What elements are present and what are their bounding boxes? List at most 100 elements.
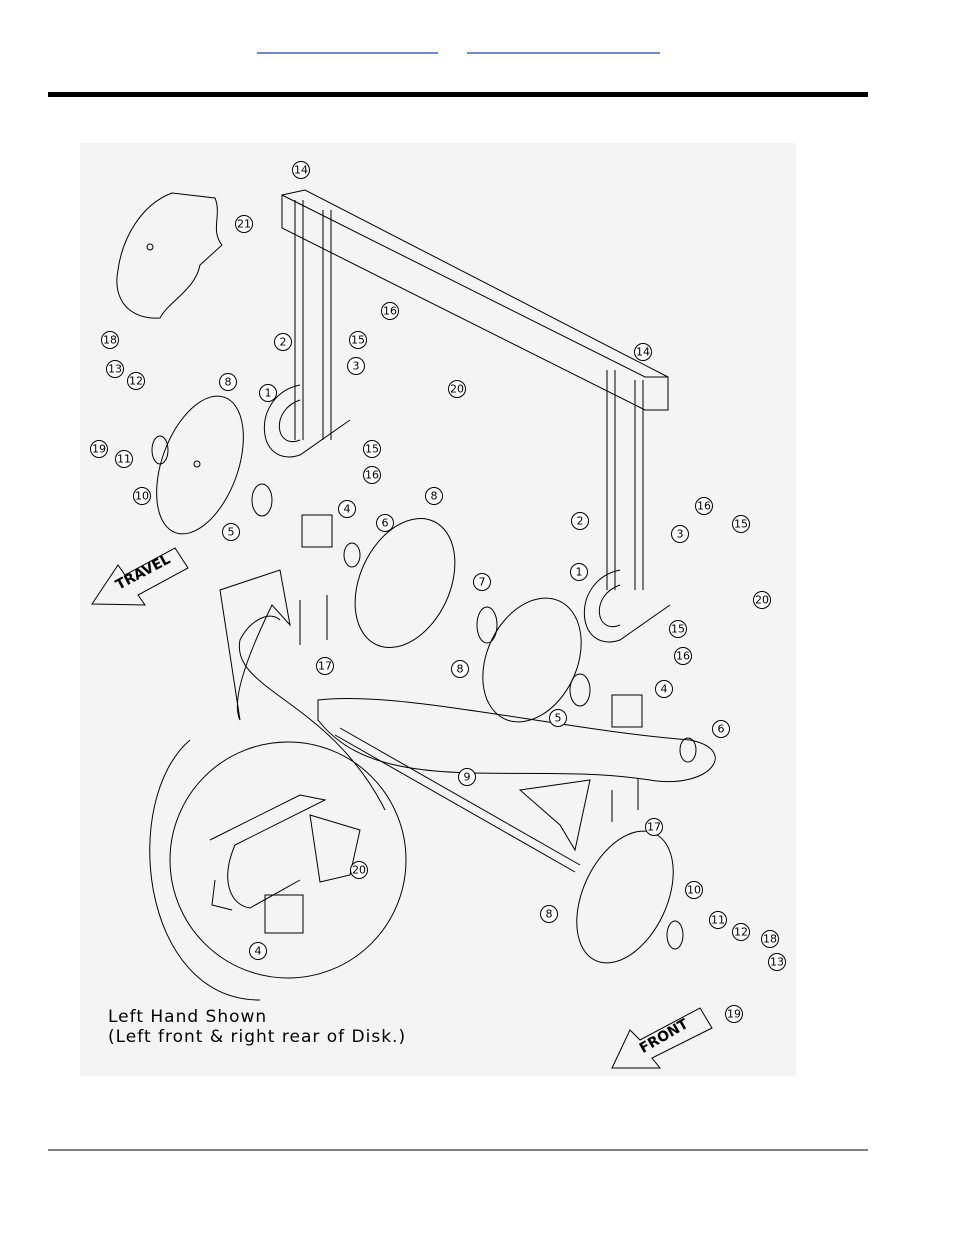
callout-number: 7: [479, 576, 486, 589]
callout-circle: [90, 440, 108, 458]
callout-circle: [549, 709, 567, 727]
callout-number: 19: [727, 1008, 741, 1021]
callout-circle: [732, 923, 750, 941]
callout-number: 17: [647, 821, 661, 834]
callout-number: 18: [763, 933, 777, 946]
callout-number: 1: [265, 387, 272, 400]
callout-number: 13: [108, 363, 122, 376]
callout-number: 3: [677, 528, 684, 541]
callout-circle: [349, 331, 367, 349]
callout-circle: [292, 161, 310, 179]
callout-number: 2: [577, 515, 584, 528]
callout-circle: [709, 911, 727, 929]
callout-circle: [363, 440, 381, 458]
callout-circle: [259, 384, 277, 402]
callout-number: 16: [383, 305, 397, 318]
callout-number: 12: [129, 375, 143, 388]
callout-number: 19: [92, 443, 106, 456]
callout-number: 20: [755, 594, 769, 607]
callout-number: 20: [352, 864, 366, 877]
callout-number: 5: [555, 712, 562, 725]
note-line: Left Hand Shown: [108, 1007, 267, 1027]
callout-circle: [274, 333, 292, 351]
callout-circle: [674, 647, 692, 665]
callout-number: 8: [225, 376, 232, 389]
callout-circle: [655, 680, 673, 698]
callout-circle: [115, 450, 133, 468]
callout-number: 18: [103, 334, 117, 347]
callout-circle: [571, 512, 589, 530]
callout-number: 9: [464, 771, 471, 784]
callout-circle: [133, 487, 151, 505]
callout-number: 4: [661, 683, 668, 696]
callout-number: 11: [711, 914, 725, 927]
callout-circle: [101, 331, 119, 349]
callout-number: 4: [255, 945, 262, 958]
callout-circle: [645, 818, 663, 836]
callout-number: 6: [382, 517, 389, 530]
callout-number: 1: [576, 566, 583, 579]
callout-circle: [222, 523, 240, 541]
callout-circle: [669, 620, 687, 638]
callout-number: 14: [294, 164, 308, 177]
callout-number: 3: [353, 360, 360, 373]
callout-number: 20: [450, 383, 464, 396]
callout-number: 14: [636, 346, 650, 359]
callout-number: 13: [770, 956, 784, 969]
callout-number: 10: [135, 490, 149, 503]
callout-circle: [127, 372, 145, 390]
note-line: (Left front & right rear of Disk.): [108, 1027, 406, 1047]
callout-circle: [712, 720, 730, 738]
callout-circle: [363, 466, 381, 484]
callout-number: 15: [365, 443, 379, 456]
callout-circle: [540, 905, 558, 923]
callout-circle: [219, 373, 237, 391]
callout-number: 16: [676, 650, 690, 663]
callout-circle: [570, 563, 588, 581]
callout-circle: [695, 497, 713, 515]
callout-number: 12: [734, 926, 748, 939]
callout-number: 8: [457, 663, 464, 676]
callout-circle: [350, 861, 368, 879]
callout-circle: [338, 500, 356, 518]
callout-number: 15: [671, 623, 685, 636]
callout-circle: [316, 657, 334, 675]
callout-circle: [249, 942, 267, 960]
callout-number: 10: [687, 884, 701, 897]
callout-circle: [768, 953, 786, 971]
callout-circle: [753, 591, 771, 609]
callout-circle: [381, 302, 399, 320]
callout-circle: [451, 660, 469, 678]
callout-circle: [685, 881, 703, 899]
callout-circle: [425, 487, 443, 505]
callout-number: 6: [718, 723, 725, 736]
callout-circle: [671, 525, 689, 543]
callout-number: 16: [365, 469, 379, 482]
header-rule: [48, 92, 868, 97]
callout-circle: [448, 380, 466, 398]
callout-number: 15: [734, 518, 748, 531]
callout-circle: [347, 357, 365, 375]
callout-number: 4: [344, 503, 351, 516]
callout-number: 16: [697, 500, 711, 513]
callout-circle: [106, 360, 124, 378]
callout-circle: [761, 930, 779, 948]
callout-circle: [634, 343, 652, 361]
drawing-area: [80, 143, 796, 1076]
callout-circle: [732, 515, 750, 533]
callout-circle: [376, 514, 394, 532]
callout-number: 5: [228, 526, 235, 539]
callout-number: 21: [237, 218, 251, 231]
callout-circle: [235, 215, 253, 233]
callout-number: 8: [431, 490, 438, 503]
callout-number: 17: [318, 660, 332, 673]
parts-drawing: [91, 189, 716, 1069]
callout-circle: [458, 768, 476, 786]
callout-circle: [725, 1005, 743, 1023]
callout-number: 2: [280, 336, 287, 349]
callout-circle: [473, 573, 491, 591]
callout-number: 11: [117, 453, 131, 466]
callout-number: 8: [546, 908, 553, 921]
